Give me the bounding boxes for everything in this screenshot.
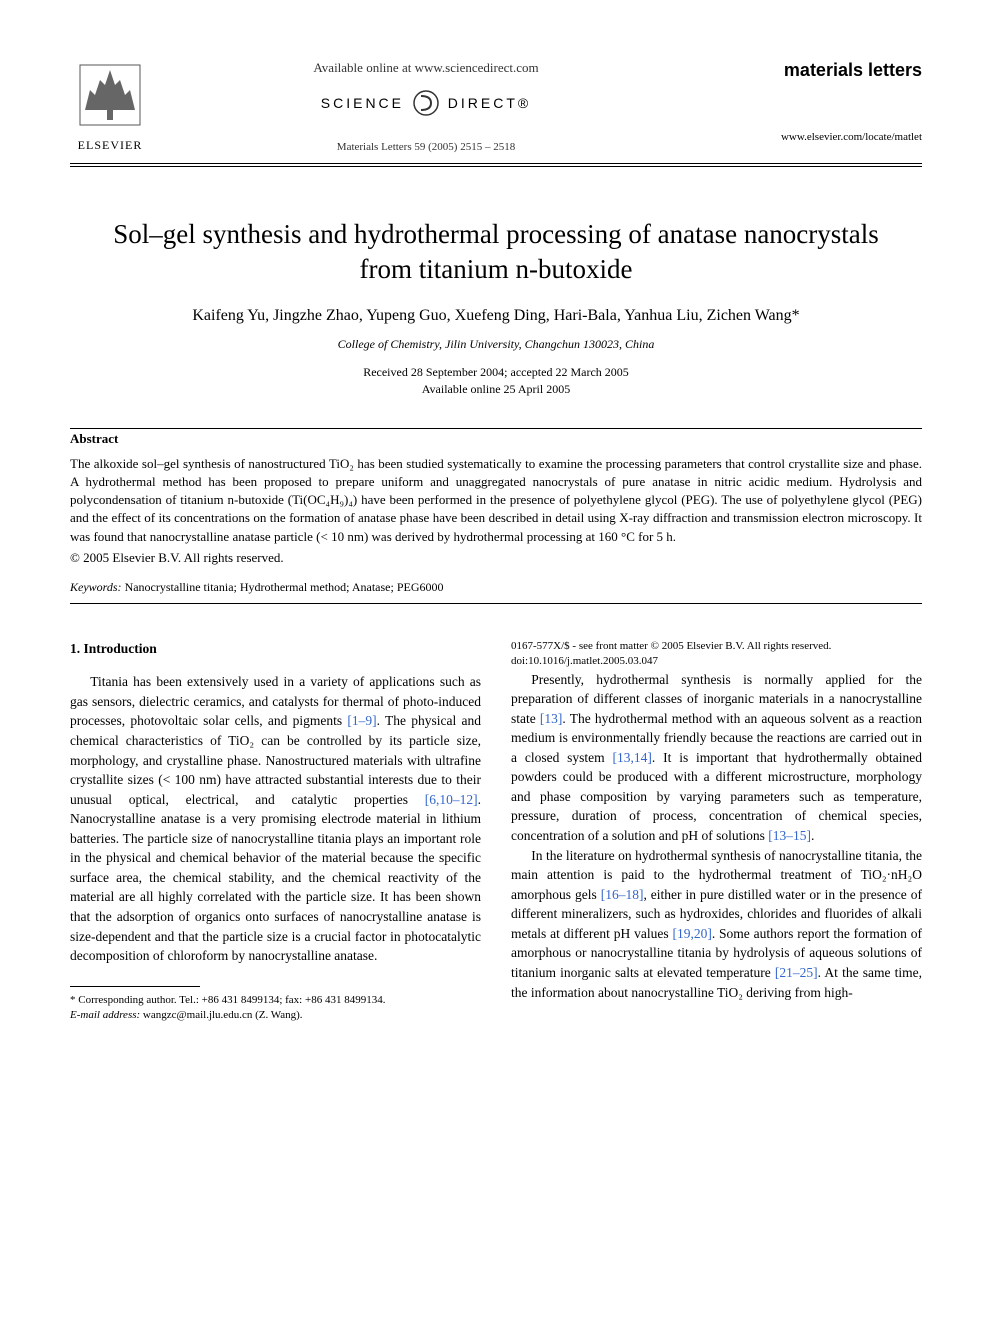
- keywords-label: Keywords:: [70, 580, 122, 594]
- abstract-rule-top: [70, 428, 922, 429]
- abstract-copyright: © 2005 Elsevier B.V. All rights reserved…: [70, 550, 922, 566]
- ref-link-3[interactable]: [13]: [540, 711, 563, 726]
- date-received: Received 28 September 2004; accepted 22 …: [70, 364, 922, 381]
- elsevier-text: ELSEVIER: [70, 138, 150, 153]
- section-1-heading: 1. Introduction: [70, 639, 481, 659]
- sd-text-1: SCIENCE: [321, 95, 404, 111]
- available-online-text: Available online at www.sciencedirect.co…: [150, 60, 702, 76]
- article-dates: Received 28 September 2004; accepted 22 …: [70, 364, 922, 398]
- ref-link-8[interactable]: [21–25]: [775, 965, 818, 980]
- ref-link-6[interactable]: [16–18]: [601, 887, 644, 902]
- header-right: materials letters www.elsevier.com/locat…: [702, 60, 922, 143]
- sd-d-icon: [411, 88, 441, 121]
- footnote-email: wangzc@mail.jlu.edu.cn (Z. Wang).: [140, 1009, 302, 1021]
- keywords: Keywords: Nanocrystalline titania; Hydro…: [70, 580, 922, 595]
- corresponding-author-footnote: * Corresponding author. Tel.: +86 431 84…: [70, 993, 481, 1024]
- author-list: Kaifeng Yu, Jingzhe Zhao, Yupeng Guo, Xu…: [70, 307, 922, 325]
- header-rule-2: [70, 166, 922, 167]
- footnote-separator: [70, 986, 200, 987]
- ref-link-2[interactable]: [6,10–12]: [425, 792, 478, 807]
- elsevier-tree-icon: [70, 60, 150, 138]
- intro-para-2: Presently, hydrothermal synthesis is nor…: [511, 670, 922, 846]
- date-online: Available online 25 April 2005: [70, 381, 922, 398]
- body-columns: 1. Introduction Titania has been extensi…: [70, 639, 922, 1024]
- abstract-heading: Abstract: [70, 431, 922, 447]
- ref-link-7[interactable]: [19,20]: [672, 926, 711, 941]
- publication-info: 0167-577X/$ - see front matter © 2005 El…: [511, 639, 922, 670]
- footnote-corr: * Corresponding author. Tel.: +86 431 84…: [70, 993, 481, 1008]
- abstract-rule-bottom: [70, 603, 922, 604]
- page-header: ELSEVIER Available online at www.science…: [70, 60, 922, 153]
- doi-line: doi:10.1016/j.matlet.2005.03.047: [511, 654, 922, 669]
- footnote-email-label: E-mail address:: [70, 1009, 140, 1021]
- ref-link-5[interactable]: [13–15]: [768, 828, 811, 843]
- keywords-text: Nanocrystalline titania; Hydrothermal me…: [122, 580, 444, 594]
- header-center: Available online at www.sciencedirect.co…: [150, 60, 702, 153]
- ref-link-1[interactable]: [1–9]: [347, 713, 376, 728]
- elsevier-logo: ELSEVIER: [70, 60, 150, 153]
- intro-para-3: In the literature on hydrothermal synthe…: [511, 846, 922, 1003]
- journal-reference: Materials Letters 59 (2005) 2515 – 2518: [150, 141, 702, 153]
- abstract-body: The alkoxide sol–gel synthesis of nanost…: [70, 455, 922, 546]
- issn-line: 0167-577X/$ - see front matter © 2005 El…: [511, 639, 922, 654]
- journal-website: www.elsevier.com/locate/matlet: [702, 131, 922, 143]
- affiliation: College of Chemistry, Jilin University, …: [70, 337, 922, 352]
- ref-link-4[interactable]: [13,14]: [613, 750, 652, 765]
- sciencedirect-logo: SCIENCE DIRECT®: [150, 88, 702, 121]
- intro-para-1: Titania has been extensively used in a v…: [70, 672, 481, 965]
- header-rule-1: [70, 163, 922, 164]
- sd-text-2: DIRECT®: [448, 95, 531, 111]
- journal-name: materials letters: [702, 60, 922, 81]
- article-title: Sol–gel synthesis and hydrothermal proce…: [100, 217, 892, 287]
